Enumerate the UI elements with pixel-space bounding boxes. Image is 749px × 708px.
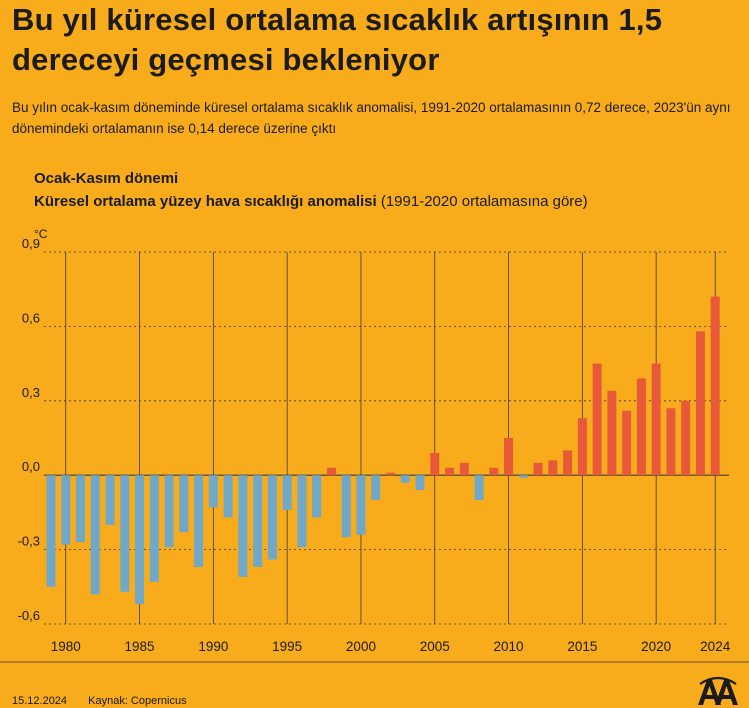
x-tick-label: 1990 xyxy=(198,639,228,654)
bar-2015 xyxy=(577,418,587,476)
bar-2022 xyxy=(681,400,691,476)
x-tick-label: 1980 xyxy=(51,639,81,654)
bar-1993 xyxy=(253,475,263,567)
bar-2000 xyxy=(356,475,366,535)
bar-1983 xyxy=(105,475,115,525)
bar-1990 xyxy=(208,475,218,508)
x-tick-label: 2020 xyxy=(641,639,671,654)
bar-2010 xyxy=(504,438,514,476)
bar-1995 xyxy=(282,475,292,510)
aa-logo-icon xyxy=(698,676,738,705)
bar-2019 xyxy=(636,378,646,476)
chart-description: Küresel ortalama yüzey hava sıcaklığı an… xyxy=(34,193,744,210)
bar-1997 xyxy=(312,475,322,518)
x-tick-label: 2000 xyxy=(346,639,376,654)
bar-1982 xyxy=(90,475,100,595)
bar-2001 xyxy=(371,475,381,500)
y-tick-label: 0,0 xyxy=(22,459,40,474)
y-tick-label: 0,6 xyxy=(22,310,40,325)
bar-2023 xyxy=(695,331,705,476)
bar-1981 xyxy=(76,475,86,543)
chart-description-paren: (1991-2020 ortalamasına göre) xyxy=(380,193,588,210)
x-tick-label: 2015 xyxy=(567,639,597,654)
bar-2009 xyxy=(489,467,499,476)
footer-date: 15.12.2024 xyxy=(12,695,68,707)
bar-1999 xyxy=(341,475,351,538)
bar-1991 xyxy=(223,475,233,518)
bar-2024 xyxy=(710,296,720,476)
page-title: Bu yıl küresel ortalama sıcaklık artışın… xyxy=(12,2,663,77)
bar-2004 xyxy=(415,475,425,491)
bar-1987 xyxy=(164,475,174,548)
bar-2014 xyxy=(563,450,573,476)
y-axis-unit: °C xyxy=(34,227,48,241)
y-tick-label: 0,3 xyxy=(22,385,40,400)
y-tick-label: -0,3 xyxy=(18,534,40,549)
bar-1988 xyxy=(179,475,189,533)
footer: 15.12.2024 Kaynak: Copernicus xyxy=(12,695,205,707)
y-tick-label: -0,6 xyxy=(18,608,40,623)
bar-2007 xyxy=(459,462,469,476)
bar-1998 xyxy=(326,467,336,476)
footer-source: Kaynak: Copernicus xyxy=(88,695,187,707)
bar-1986 xyxy=(149,475,159,582)
bar-2013 xyxy=(548,460,558,476)
bar-2012 xyxy=(533,462,543,476)
y-tick-label: 0,9 xyxy=(22,236,40,251)
bar-1996 xyxy=(297,475,307,548)
bar-2011 xyxy=(518,475,528,478)
bar-1994 xyxy=(267,475,277,560)
bar-1989 xyxy=(194,475,204,567)
bar-1979 xyxy=(46,475,56,587)
subtitle: Bu yılın ocak-kasım döneminde küresel or… xyxy=(12,100,731,136)
bar-2017 xyxy=(607,390,617,476)
bar-2020 xyxy=(651,363,661,476)
bar-2005 xyxy=(430,452,440,476)
bar-2008 xyxy=(474,475,484,500)
x-tick-label: 1995 xyxy=(272,639,302,654)
bar-1980 xyxy=(61,475,71,545)
bar-2002 xyxy=(385,472,395,476)
bar-2016 xyxy=(592,363,602,476)
x-tick-label: 2010 xyxy=(494,639,524,654)
x-tick-label: 1985 xyxy=(125,639,155,654)
bar-2021 xyxy=(666,408,676,476)
bar-1984 xyxy=(120,475,130,592)
chart-period-label: Ocak-Kasım dönemi xyxy=(34,170,179,187)
x-tick-label: 2024 xyxy=(700,639,731,654)
chart-description-bold: Küresel ortalama yüzey hava sıcaklığı an… xyxy=(34,193,377,210)
bar-1985 xyxy=(135,475,145,605)
bar-2003 xyxy=(400,475,410,483)
bar-2018 xyxy=(622,410,632,476)
bar-1992 xyxy=(238,475,248,577)
bar-2006 xyxy=(445,467,455,476)
x-tick-label: 2005 xyxy=(420,639,450,654)
